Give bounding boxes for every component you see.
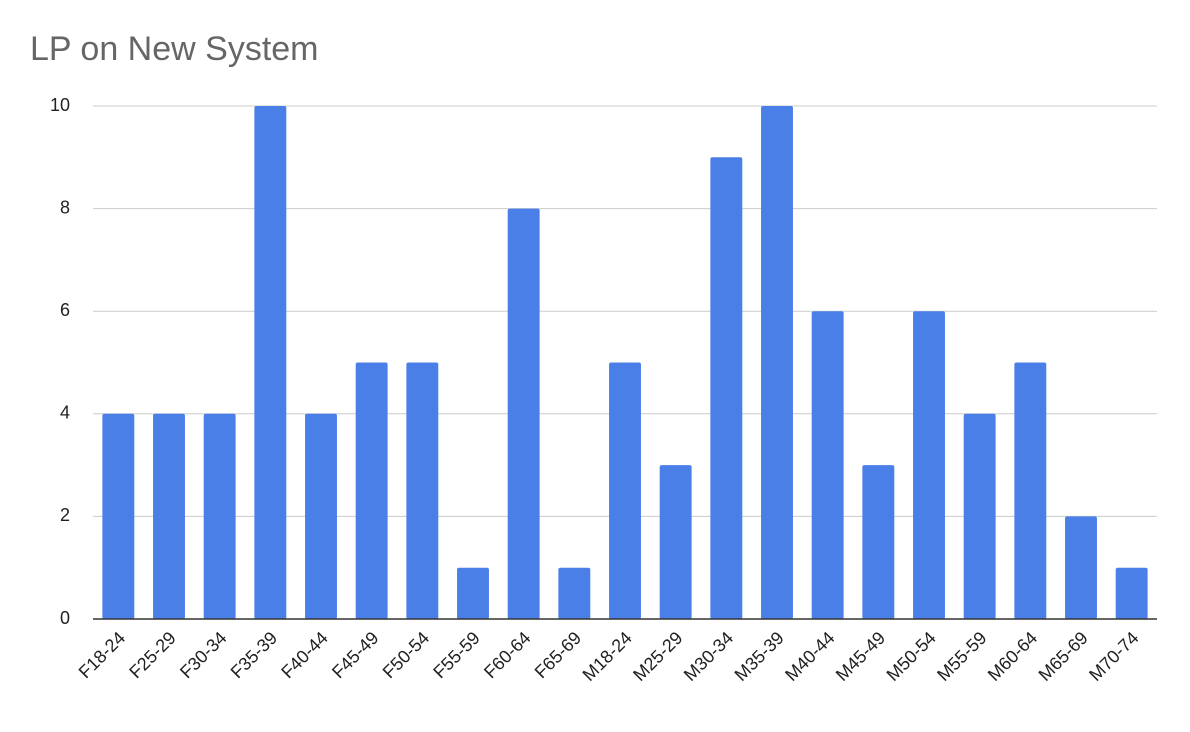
bar bbox=[507, 208, 540, 619]
bar bbox=[609, 362, 641, 619]
y-tick-label: 8 bbox=[60, 197, 70, 217]
bar bbox=[1014, 362, 1047, 619]
y-tick-label: 4 bbox=[60, 403, 70, 423]
bar bbox=[558, 567, 591, 619]
bar bbox=[913, 311, 945, 619]
bar bbox=[862, 465, 895, 619]
bar bbox=[254, 106, 287, 619]
bar bbox=[153, 413, 185, 619]
bar bbox=[1115, 567, 1148, 619]
bar bbox=[406, 362, 439, 619]
bar bbox=[355, 362, 388, 619]
bar bbox=[457, 567, 489, 619]
bar bbox=[761, 106, 793, 619]
bar bbox=[659, 465, 692, 619]
bar bbox=[710, 157, 743, 620]
y-tick-label: 2 bbox=[60, 505, 70, 525]
bar bbox=[811, 311, 844, 619]
y-tick-label: 6 bbox=[60, 300, 70, 320]
bar bbox=[1065, 516, 1097, 619]
y-tick-label: 0 bbox=[60, 608, 70, 628]
chart-title: LP on New System bbox=[30, 30, 319, 68]
bar bbox=[102, 413, 135, 619]
bar bbox=[305, 413, 337, 619]
bar bbox=[203, 413, 236, 619]
bar bbox=[963, 413, 996, 619]
y-tick-label: 10 bbox=[50, 95, 70, 115]
